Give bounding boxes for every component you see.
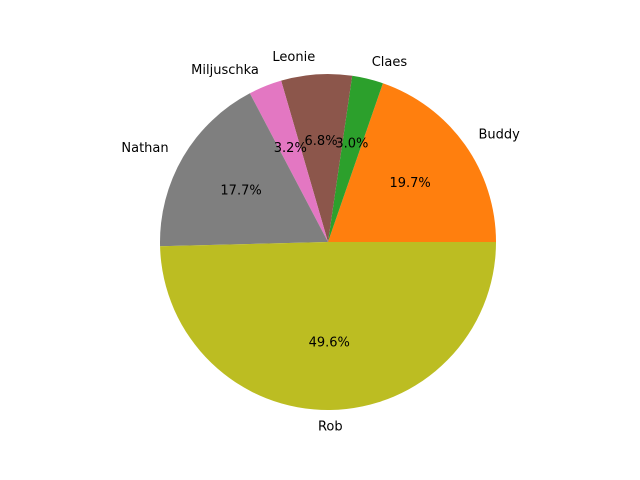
pie-slice-leonie <box>281 73 353 242</box>
slice-percent-nathan: 17.7% <box>220 183 261 198</box>
slice-label-rob: Rob <box>318 419 343 434</box>
slice-label-miljuschka: Miljuschka <box>191 63 259 78</box>
slice-percent-claes: 3.0% <box>335 137 368 152</box>
pie-slice-buddy <box>328 83 496 242</box>
slice-label-leonie: Leonie <box>272 50 315 65</box>
pie-slice-rob <box>160 242 497 410</box>
pie-slice-miljuschka <box>249 80 328 243</box>
slice-label-nathan: Nathan <box>121 141 168 156</box>
pie-slice-claes <box>328 75 383 242</box>
slice-label-claes: Claes <box>372 55 408 70</box>
slice-label-buddy: Buddy <box>479 127 521 142</box>
slice-percent-buddy: 19.7% <box>389 176 430 191</box>
slice-percent-leonie: 6.8% <box>305 134 338 149</box>
pie-slices <box>159 73 497 410</box>
slice-percent-rob: 49.6% <box>309 335 350 350</box>
slice-percent-miljuschka: 3.2% <box>274 141 307 156</box>
pie-labels: Buddy 19.7% Claes 3.0% Leonie 6.8% Miljuschka 3… <box>121 50 520 434</box>
pie-slice-nathan <box>159 93 328 247</box>
